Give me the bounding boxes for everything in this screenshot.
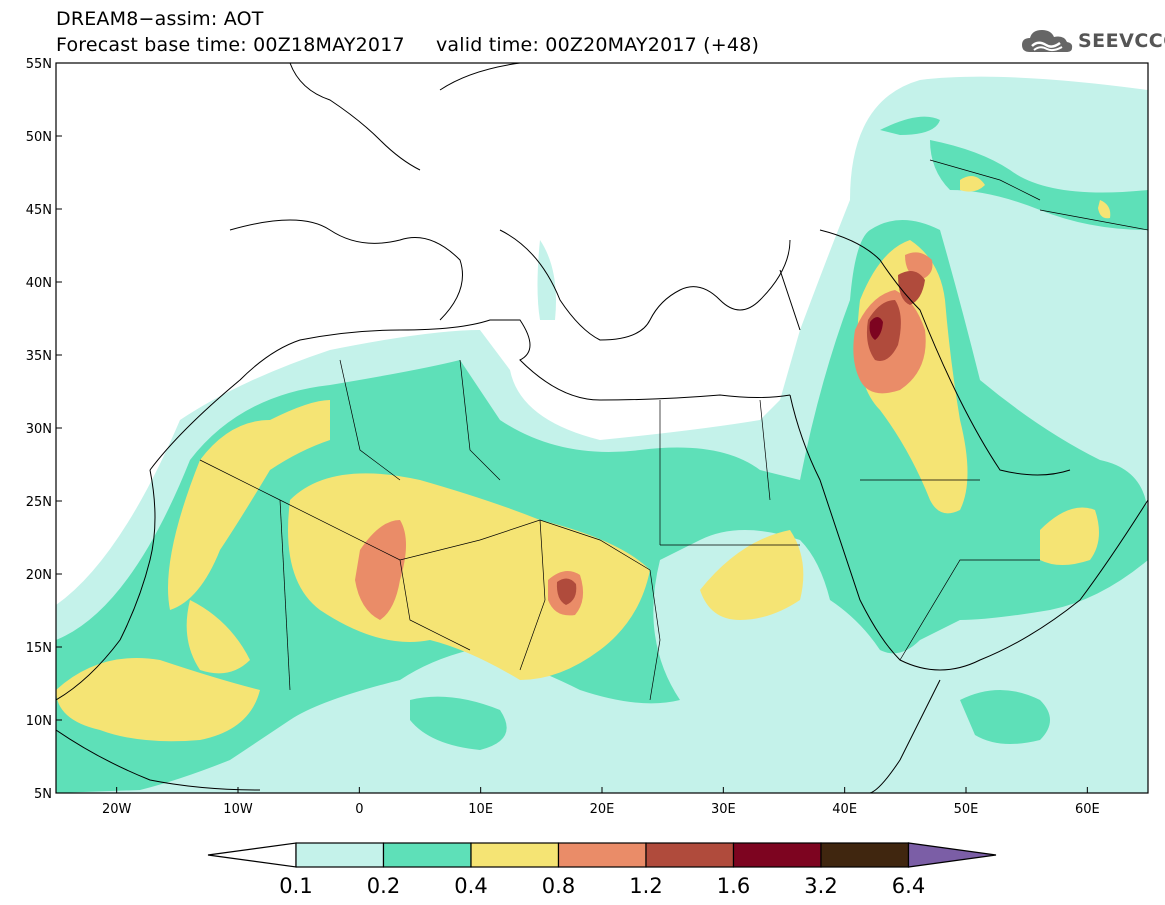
latitude-axis: 55N 50N 45N 40N 35N 30N 25N 20N 15N 10N 5N — [26, 57, 62, 802]
aot-band-0.8 — [355, 252, 933, 620]
legend-label: 1.6 — [717, 874, 750, 898]
lat-tick-label: 15N — [26, 641, 52, 656]
logo-text: SEEVCCC — [1078, 30, 1165, 52]
lon-tick-label: 10E — [468, 802, 493, 817]
legend-label: 0.4 — [454, 874, 487, 898]
lat-tick-label: 10N — [26, 714, 52, 729]
legend-swatch — [382, 842, 472, 868]
aot-band-1.6 — [869, 317, 883, 340]
lat-tick-label: 20N — [26, 568, 52, 583]
lat-tick-label: 35N — [26, 349, 52, 364]
legend-swatch — [820, 842, 910, 868]
legend-label: 6.4 — [892, 874, 925, 898]
lat-tick-label: 40N — [26, 276, 52, 291]
aot-field — [56, 63, 1148, 793]
aot-band-1.2 — [556, 271, 925, 605]
lat-tick-label: 55N — [26, 57, 52, 72]
lon-tick-label: 40E — [832, 802, 857, 817]
lon-tick-label: 20E — [590, 802, 615, 817]
legend-arrow-high — [907, 842, 997, 868]
legend-swatch — [295, 842, 385, 868]
lat-tick-label: 50N — [26, 130, 52, 145]
lat-tick-label: 45N — [26, 203, 52, 218]
legend-swatch — [557, 842, 647, 868]
lat-tick-label: 25N — [26, 495, 52, 510]
lat-tick-label: 30N — [26, 422, 52, 437]
forecast-time-line: Forecast base time: 00Z18MAY2017 valid t… — [56, 34, 760, 56]
legend-arrow-low — [207, 842, 297, 868]
lon-tick-label: 30E — [711, 802, 736, 817]
legend-swatch — [645, 842, 735, 868]
lon-tick-label: 20W — [102, 802, 132, 817]
country-borders — [199, 159, 1148, 701]
lon-tick-label: 60E — [1075, 802, 1100, 817]
lon-tick-label: 50E — [954, 802, 979, 817]
color-legend: 0.1 0.2 0.4 0.8 1.2 1.6 3.2 6.4 — [207, 842, 997, 898]
legend-swatch — [470, 842, 560, 868]
legend-label: 0.2 — [367, 874, 400, 898]
legend-label: 0.8 — [542, 874, 575, 898]
cloud-icon — [1022, 30, 1073, 52]
legend-label: 0.1 — [279, 874, 312, 898]
legend-swatch — [732, 842, 822, 868]
seevccc-logo: SEEVCCC — [1020, 26, 1165, 56]
lon-tick-label: 0 — [355, 802, 363, 817]
legend-label: 3.2 — [804, 874, 837, 898]
longitude-axis: 20W 10W 0 10E 20E 30E 40E 50E 60E — [102, 787, 1100, 817]
legend-label: 1.2 — [629, 874, 662, 898]
lon-tick-label: 10W — [223, 802, 253, 817]
map-title: DREAM8−assim: AOT — [56, 8, 264, 30]
lat-tick-label: 5N — [34, 787, 52, 802]
